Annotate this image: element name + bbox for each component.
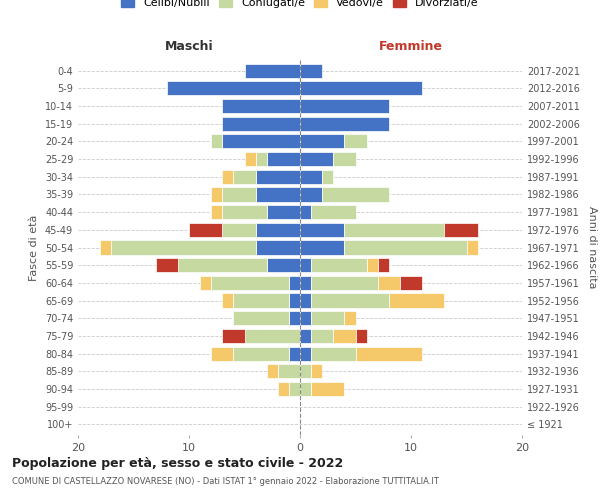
Bar xyxy=(300,81,422,96)
Bar xyxy=(278,364,300,378)
Bar xyxy=(300,152,334,166)
Bar xyxy=(233,170,256,184)
Y-axis label: Anni di nascita: Anni di nascita xyxy=(587,206,596,289)
Bar xyxy=(300,188,322,202)
Bar xyxy=(156,258,178,272)
Text: COMUNE DI CASTELLAZZO NOVARESE (NO) - Dati ISTAT 1° gennaio 2022 - Elaborazione : COMUNE DI CASTELLAZZO NOVARESE (NO) - Da… xyxy=(12,478,439,486)
Bar xyxy=(378,258,389,272)
Text: Femmine: Femmine xyxy=(379,40,443,52)
Bar xyxy=(311,346,356,360)
Bar xyxy=(356,329,367,343)
Bar xyxy=(211,134,223,148)
Bar xyxy=(300,116,389,131)
Bar xyxy=(211,188,223,202)
Bar xyxy=(256,188,300,202)
Bar xyxy=(300,311,311,326)
Bar xyxy=(223,99,300,113)
Bar xyxy=(267,258,300,272)
Legend: Celibi/Nubili, Coniugati/e, Vedovi/e, Divorziati/e: Celibi/Nubili, Coniugati/e, Vedovi/e, Di… xyxy=(117,0,483,12)
Bar xyxy=(322,170,334,184)
Bar xyxy=(300,99,389,113)
Bar xyxy=(300,329,311,343)
Bar xyxy=(300,294,311,308)
Bar xyxy=(233,346,289,360)
Text: Popolazione per età, sesso e stato civile - 2022: Popolazione per età, sesso e stato civil… xyxy=(12,458,343,470)
Bar xyxy=(223,205,267,219)
Bar xyxy=(311,382,344,396)
Bar xyxy=(289,346,300,360)
Bar xyxy=(223,222,256,237)
Bar xyxy=(233,311,289,326)
Bar xyxy=(256,152,267,166)
Bar xyxy=(300,240,344,254)
Bar xyxy=(211,346,233,360)
Bar xyxy=(289,276,300,290)
Bar xyxy=(467,240,478,254)
Bar xyxy=(311,329,334,343)
Bar xyxy=(300,364,311,378)
Bar xyxy=(267,205,300,219)
Bar xyxy=(334,152,356,166)
Bar xyxy=(223,294,233,308)
Bar xyxy=(334,329,356,343)
Y-axis label: Fasce di età: Fasce di età xyxy=(29,214,39,280)
Bar xyxy=(322,188,389,202)
Bar xyxy=(223,170,233,184)
Bar xyxy=(112,240,256,254)
Bar xyxy=(189,222,223,237)
Bar xyxy=(211,205,223,219)
Bar xyxy=(300,346,311,360)
Bar xyxy=(300,258,311,272)
Bar xyxy=(267,364,278,378)
Bar xyxy=(300,205,311,219)
Bar xyxy=(167,81,300,96)
Text: Maschi: Maschi xyxy=(164,40,214,52)
Bar xyxy=(233,294,289,308)
Bar xyxy=(400,276,422,290)
Bar xyxy=(223,329,245,343)
Bar xyxy=(245,329,300,343)
Bar xyxy=(344,134,367,148)
Bar xyxy=(311,205,356,219)
Bar xyxy=(267,152,300,166)
Bar xyxy=(211,276,289,290)
Bar xyxy=(344,311,356,326)
Bar xyxy=(300,382,311,396)
Bar xyxy=(223,188,256,202)
Bar xyxy=(344,240,467,254)
Bar xyxy=(100,240,112,254)
Bar xyxy=(300,222,344,237)
Bar xyxy=(300,64,322,78)
Bar xyxy=(289,382,300,396)
Bar xyxy=(344,222,445,237)
Bar xyxy=(389,294,445,308)
Bar xyxy=(300,170,322,184)
Bar xyxy=(367,258,378,272)
Bar xyxy=(245,64,300,78)
Bar xyxy=(278,382,289,396)
Bar xyxy=(200,276,211,290)
Bar xyxy=(178,258,267,272)
Bar xyxy=(311,311,344,326)
Bar xyxy=(256,240,300,254)
Bar xyxy=(311,276,378,290)
Bar xyxy=(378,276,400,290)
Bar xyxy=(245,152,256,166)
Bar xyxy=(223,116,300,131)
Bar xyxy=(311,258,367,272)
Bar xyxy=(289,294,300,308)
Bar xyxy=(300,134,344,148)
Bar xyxy=(289,311,300,326)
Bar xyxy=(256,222,300,237)
Bar xyxy=(356,346,422,360)
Bar xyxy=(223,134,300,148)
Bar xyxy=(311,294,389,308)
Bar xyxy=(445,222,478,237)
Bar xyxy=(256,170,300,184)
Bar xyxy=(300,276,311,290)
Bar xyxy=(311,364,322,378)
